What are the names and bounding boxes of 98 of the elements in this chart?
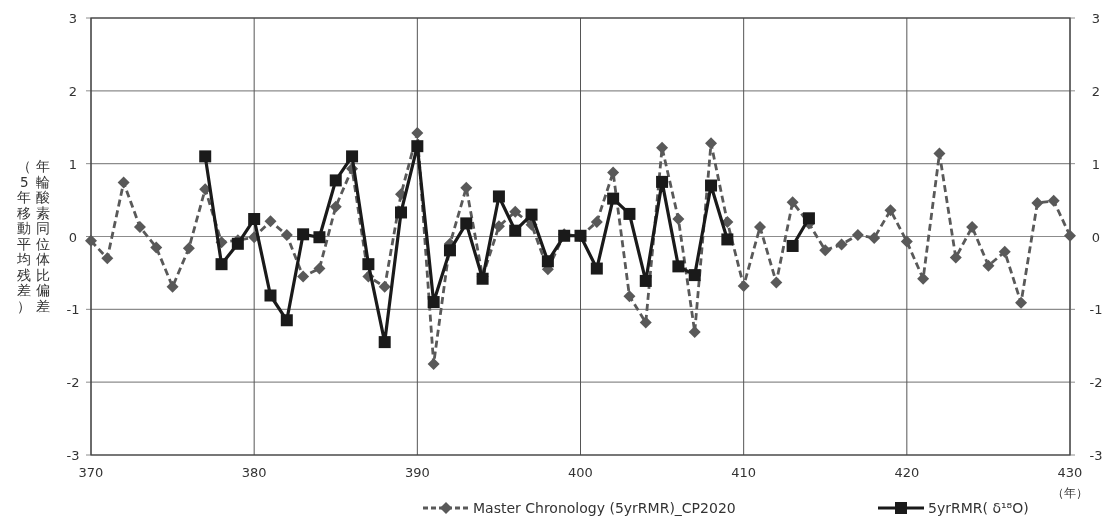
legend-label: 5yrRMR( δ¹⁸O) — [928, 500, 1029, 516]
y-tick-label: -2 — [66, 375, 80, 391]
point — [509, 205, 522, 218]
x-tick-label: 420 — [894, 465, 920, 480]
point — [1064, 229, 1076, 242]
point — [166, 280, 179, 293]
point — [851, 229, 864, 242]
point — [819, 244, 832, 257]
point — [802, 212, 815, 225]
point — [525, 208, 538, 221]
point — [182, 242, 195, 255]
y-tick-label: 1 — [68, 156, 78, 172]
y-tick-label: 3 — [68, 11, 78, 26]
point — [705, 137, 718, 150]
point — [199, 150, 212, 163]
y2-tick-label: 0 — [1091, 229, 1101, 245]
point — [541, 255, 554, 268]
point — [639, 316, 652, 329]
point — [117, 176, 130, 189]
y2-tick-label: -2 — [1089, 375, 1103, 391]
point — [623, 290, 636, 303]
point — [280, 314, 293, 327]
point — [672, 260, 685, 273]
point — [443, 244, 456, 257]
point — [917, 272, 930, 285]
point — [623, 207, 636, 220]
y-tick-label: 2 — [68, 83, 78, 99]
point — [933, 147, 946, 160]
point — [264, 215, 277, 228]
y2-tick-label: 3 — [1091, 11, 1101, 26]
point — [150, 241, 163, 254]
point — [900, 235, 913, 248]
x-tick-label: 410 — [731, 465, 757, 480]
point — [1015, 296, 1028, 309]
point — [868, 231, 881, 244]
point — [411, 140, 424, 153]
point — [590, 262, 603, 275]
point — [949, 251, 962, 264]
point — [998, 245, 1011, 258]
point — [329, 174, 342, 187]
point — [786, 239, 799, 252]
point — [672, 213, 685, 226]
point — [297, 270, 310, 283]
point — [656, 175, 669, 188]
x-axis-title: （年） — [1052, 486, 1088, 500]
point — [85, 234, 97, 247]
point — [133, 221, 146, 234]
point — [264, 289, 277, 302]
point — [460, 217, 473, 230]
point — [982, 259, 995, 272]
point — [607, 192, 620, 205]
point — [721, 233, 734, 246]
point — [329, 200, 342, 213]
y-tick-label: 0 — [68, 229, 78, 245]
point — [411, 127, 424, 140]
point — [313, 262, 326, 275]
point — [297, 228, 310, 241]
point — [770, 276, 783, 289]
point — [656, 141, 669, 154]
point — [395, 206, 408, 219]
point — [835, 238, 848, 251]
point — [280, 229, 293, 242]
y2-tick-label: -1 — [1089, 302, 1103, 318]
point — [737, 280, 750, 293]
point — [884, 204, 897, 217]
point — [215, 258, 228, 271]
point — [705, 179, 718, 192]
y2-tick-label: -3 — [1089, 448, 1103, 463]
x-tick-label: 380 — [241, 465, 267, 480]
point — [313, 231, 326, 244]
point — [378, 336, 391, 349]
point — [590, 215, 603, 228]
y2-tick-label: 1 — [1091, 156, 1101, 172]
legend-label: Master Chronology (5yrRMR)_CP2020 — [473, 500, 736, 516]
point — [688, 269, 701, 282]
point — [639, 274, 652, 287]
point — [966, 221, 979, 234]
point — [346, 150, 359, 163]
point — [492, 190, 505, 203]
point — [753, 221, 766, 234]
x-tick-label: 390 — [404, 465, 430, 480]
point — [1031, 197, 1044, 209]
point — [427, 296, 440, 309]
point — [786, 196, 799, 209]
point — [1047, 194, 1060, 207]
point — [362, 258, 375, 271]
y-tick-label: -1 — [66, 302, 80, 318]
y-tick-label: -3 — [66, 448, 80, 463]
point — [248, 213, 261, 226]
point — [509, 224, 522, 237]
point — [101, 252, 114, 265]
x-tick-label: 400 — [568, 465, 593, 480]
x-tick-label: 430 — [1057, 465, 1083, 480]
y2-tick-label: 2 — [1091, 83, 1101, 99]
x-tick-label: 370 — [78, 465, 104, 480]
text: 年輪酸素同位体比偏差（5年移動平均残差） — [17, 158, 50, 314]
point — [378, 280, 391, 293]
point — [427, 357, 440, 370]
